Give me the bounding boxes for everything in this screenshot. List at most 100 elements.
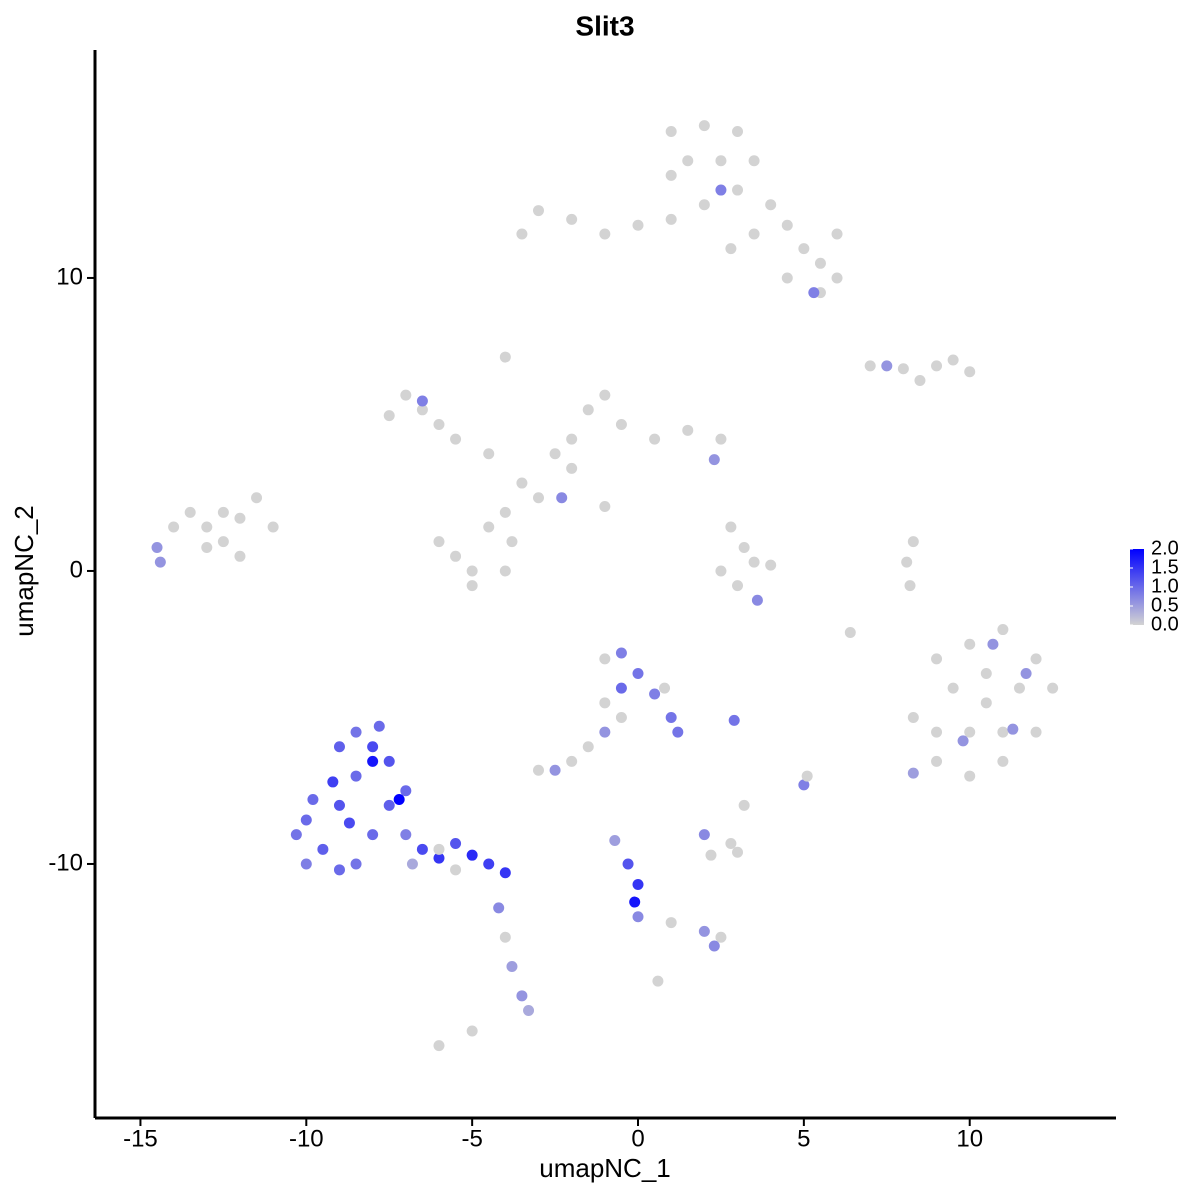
point [931,653,943,665]
point [708,940,720,952]
point [997,726,1009,738]
point [532,764,544,776]
y-tick-label: 0 [70,556,83,583]
point [1030,653,1042,665]
point [781,272,793,284]
point [532,492,544,504]
point [566,213,578,225]
point [615,711,627,723]
point [1047,682,1059,694]
point [931,726,943,738]
point [350,770,362,782]
point [506,961,518,973]
axes: -15 -10 -5 0 5 10 -10 0 10 0.00.51.01.52.0 [48,50,1179,1152]
point [350,726,362,738]
point [483,521,495,533]
point [964,638,976,650]
point [615,647,627,659]
point [393,794,405,806]
point [599,697,611,709]
point [632,668,644,680]
y-tick-label: -10 [48,849,83,876]
point [964,726,976,738]
point [184,506,196,518]
point [582,404,594,416]
point [333,741,345,753]
point [698,199,710,211]
point [665,711,677,723]
point [901,556,913,568]
point [466,565,478,577]
point [881,360,893,372]
point [609,835,621,847]
point [751,594,763,606]
point [582,741,594,753]
point [748,556,760,568]
point [844,626,856,638]
point [201,521,213,533]
point [732,184,744,196]
point [765,199,777,211]
point [698,925,710,937]
point [367,741,379,753]
point [532,205,544,217]
point [433,418,445,430]
point [964,366,976,378]
point [864,360,876,372]
point [705,849,717,861]
point [433,1040,445,1052]
point [781,219,793,231]
point [715,155,727,167]
point [665,917,677,929]
point [350,858,362,870]
point [748,228,760,240]
point [725,837,737,849]
point [980,668,992,680]
point [1020,668,1032,680]
point [629,896,641,908]
point [373,720,385,732]
point [516,477,528,489]
point [343,817,355,829]
point [416,404,428,416]
point [450,864,462,876]
point [708,454,720,466]
point [383,799,395,811]
point [798,243,810,255]
point [217,536,229,548]
point [765,559,777,571]
point [715,931,727,943]
point [556,492,568,504]
point [599,653,611,665]
point [947,682,959,694]
point [947,354,959,366]
point [649,688,661,700]
point [333,864,345,876]
point [665,169,677,181]
point [383,410,395,422]
point [300,814,312,826]
point [400,389,412,401]
point [997,624,1009,636]
point [290,829,302,841]
point [327,776,339,788]
colorbar-label: 2.0 [1151,537,1179,559]
point [904,580,916,592]
point [506,536,518,548]
point [615,682,627,694]
point [715,433,727,445]
point [307,794,319,806]
point [333,799,345,811]
point [808,287,820,299]
point [1030,726,1042,738]
point [599,389,611,401]
point [698,120,710,132]
point [1007,723,1019,735]
point [406,858,418,870]
point [300,858,312,870]
point [997,755,1009,767]
point [234,512,246,524]
point [499,931,511,943]
point [317,843,329,855]
point [652,975,664,987]
